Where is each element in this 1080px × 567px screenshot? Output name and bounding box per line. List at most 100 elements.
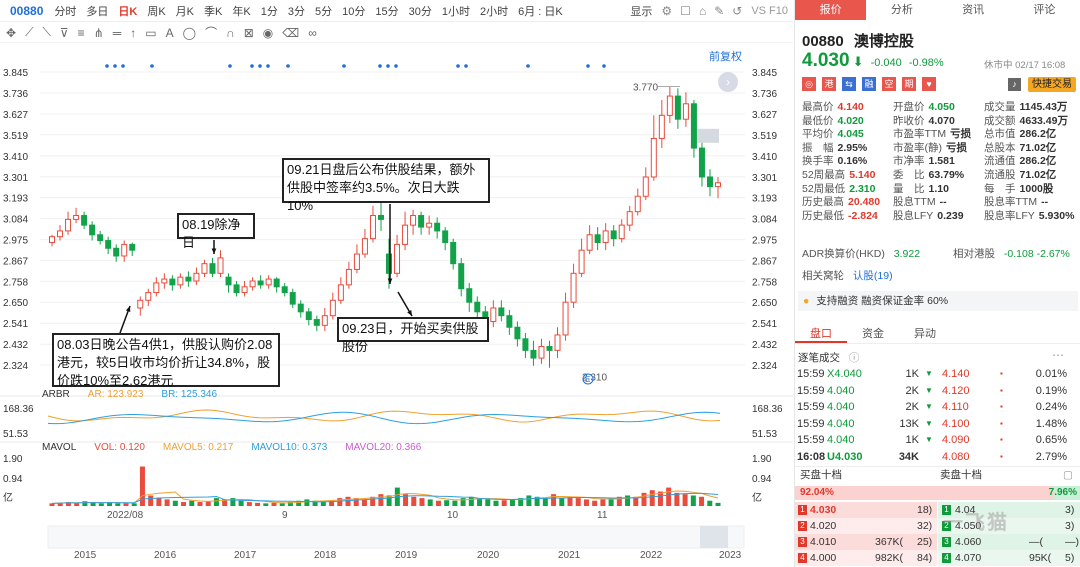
quote-row: 最高价 4.140 开盘价 4.050 成交量 1145.43万 [795,101,1080,115]
period-tab-15[interactable]: 6月 : 日K [518,5,563,18]
info-icon[interactable]: ⓘ [848,352,860,364]
arc-icon[interactable]: ⌒ [205,26,218,40]
vol-tick-2r: 0.94 [752,474,772,485]
candle-body [610,230,617,240]
line-tool-icon[interactable]: ⟋ [25,25,34,39]
channel-tool-icon[interactable]: ⊽ [59,25,69,40]
quote-tab-3[interactable]: 评论 [1033,4,1056,16]
period-tab-1[interactable]: 多日 [86,5,109,18]
candle-body [89,224,96,236]
adr-value: 3.922 [893,248,921,260]
candle-body [57,230,64,238]
settings-icon[interactable]: ⚙ [661,3,673,18]
event-dot [258,64,262,68]
pitchfork-icon[interactable]: ⋔ [93,25,104,40]
compare-f10[interactable]: VS F10 [751,4,788,17]
fib-tool-icon[interactable]: ≡ [77,25,85,40]
period-tab-4[interactable]: 月K [175,5,195,18]
period-tab-11[interactable]: 15分 [375,5,399,18]
next-arrow-icon[interactable]: › [718,72,738,92]
crosshair-icon[interactable]: ✥ [6,25,17,40]
ma5-value: 0.217 [208,442,234,453]
expand-icon[interactable]: ▢ [1063,469,1073,481]
pankou-tab-1[interactable]: 资金 [862,328,884,340]
margin-banner: ● 支持融资 融资保证金率 60% [798,291,1078,311]
candle-body [602,230,609,243]
period-tab-14[interactable]: 2小时 [479,5,509,18]
pankou-tab-0[interactable]: 盘口 [795,324,847,343]
quote-tab-0[interactable]: 报价 [795,0,867,20]
period-tab-8[interactable]: 3分 [287,5,305,18]
option-badge-icon[interactable]: 期 [902,77,916,91]
period-tab-0[interactable]: 分时 [54,5,77,18]
quote-pct: -0.98% [908,57,944,69]
volume-bar [74,503,80,506]
restore-toggle[interactable]: 前复权 [709,51,742,63]
period-tab-12[interactable]: 30分 [408,5,432,18]
text-tool-icon[interactable]: A [165,25,174,40]
margin-badge-icon[interactable]: 融 [862,77,876,91]
favorite-icon[interactable]: ♥ [922,77,936,91]
overview-window [700,526,728,548]
event-marker-label: E [585,375,590,384]
volume-bar [403,494,409,506]
hline-icon[interactable]: ═ [112,25,122,40]
undo-icon[interactable]: ↺ [732,3,743,18]
buy-ratio: 92.04% [800,487,834,498]
volume-bar [583,499,589,506]
candle-body [426,222,433,228]
kline-chart-svg[interactable]: 3.845 3.845 3.736 3.736 3.627 3.627 3.519 3.519… [0,44,793,567]
quote-tab-1[interactable]: 分析 [890,4,913,16]
period-tab-6[interactable]: 年K [232,5,251,18]
arrow-result-2-head [387,278,393,284]
indicator-legend: ARBR AR: 123.923 BR: 125.346 [42,389,217,400]
period-tab-7[interactable]: 1分 [260,5,278,18]
ellipse-icon[interactable]: ◯ [182,25,197,40]
volume-bar [197,502,203,506]
chart-panel: 00880 分时 多日 日K 周K 月K 季K 年K 1分 3分 5分 10分 15分 30分 1小时 2小… [0,3,793,567]
quote-label: 换手率 [802,155,834,168]
connect-badge-icon[interactable]: ⇆ [842,77,856,91]
badge-icon[interactable]: ◎ [802,77,816,91]
x-year-label: 2023 [719,550,742,561]
pankou-tabs: 盘口 资金 异动 [795,324,1080,344]
related-warrant-link[interactable]: 认股(19) [852,270,893,282]
period-tab-5[interactable]: 季K [204,5,223,18]
hk-badge-icon[interactable]: 港 [822,77,836,91]
display-dropdown[interactable]: 显示 [630,5,653,18]
volume-bar [608,498,614,506]
y-tick-label-left: 2.432 [3,340,28,351]
period-tab-3[interactable]: 周K [147,5,166,18]
period-tab-2[interactable]: 日K [118,5,138,18]
ray-tool-icon[interactable]: ⟍ [42,25,51,39]
volume-bar [477,498,483,506]
period-tab-9[interactable]: 5分 [314,5,333,18]
delete-icon[interactable]: ⌫ [282,25,300,40]
event-dot [526,64,530,68]
pen-icon[interactable]: ✎ [714,3,725,18]
volume-bar [287,502,293,506]
drawing-toolbar: ✥ ⟋ ⟍ ⊽ ≡ ⋔ ═ ↑ ▭ A ◯ ⌒ ∩ ⊠ ◉ ⌫ ∞ [0,23,793,43]
period-tab-13[interactable]: 1小时 [441,5,470,18]
camera-icon[interactable]: ⌂ [698,3,707,18]
period-tab-10[interactable]: 10分 [342,5,366,18]
volume-bar [419,498,425,506]
magnet-icon[interactable]: ∩ [226,25,235,40]
arrow-up-icon[interactable]: ↑ [130,25,137,40]
quote-tab-2[interactable]: 资讯 [962,4,985,16]
down-arrow-icon: ⬇ [852,54,864,69]
quote-label: 股息TTM [893,196,936,209]
eye-icon[interactable]: ◉ [262,25,274,40]
quote-value: 4.050 [928,101,955,113]
rect-tool-icon[interactable]: ▭ [145,25,157,40]
short-badge-icon[interactable]: 空 [882,77,896,91]
pankou-tab-2[interactable]: 异动 [914,328,936,340]
tick-row: 15:59 4.040 13K ▼ 4.100 ▪ 1.48% [797,417,1067,430]
ma20-value: 0.366 [396,442,422,453]
checkbox-icon[interactable]: ☐ [680,3,691,18]
link-icon[interactable]: ∞ [308,25,317,40]
alert-bell-icon[interactable]: ♪ [1008,78,1021,91]
lock-icon[interactable]: ⊠ [243,25,254,40]
quick-trade-button[interactable]: 快捷交易 [1028,77,1076,92]
more-icon[interactable]: ⋯ [1052,348,1064,362]
